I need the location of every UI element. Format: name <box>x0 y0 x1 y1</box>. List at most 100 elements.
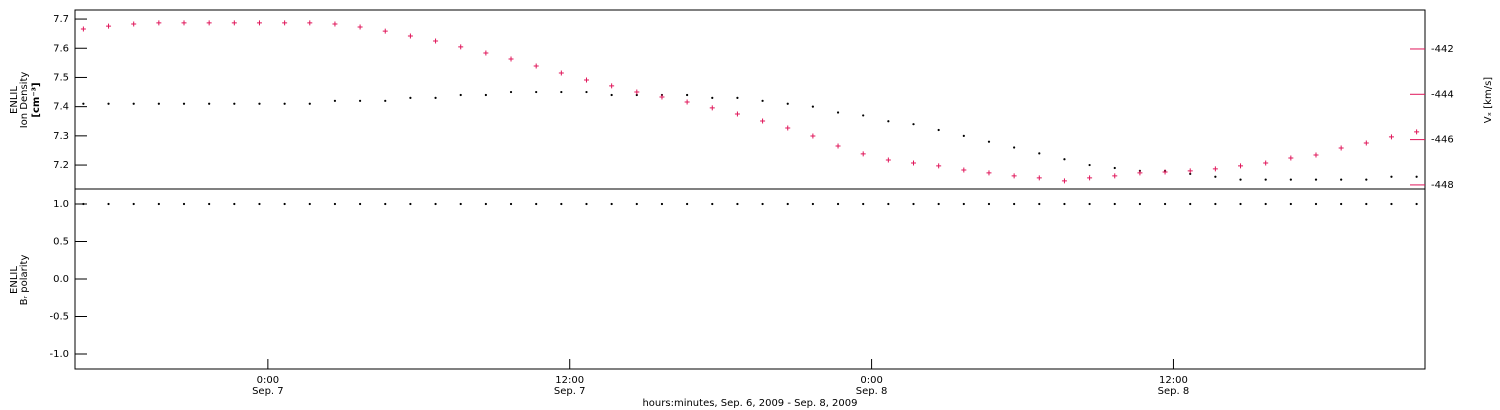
point <box>1162 169 1168 175</box>
point <box>585 202 588 206</box>
point <box>1390 175 1393 178</box>
point <box>1138 202 1142 206</box>
point <box>885 157 891 163</box>
y2-tick-label: -448 <box>1431 180 1454 191</box>
y-tick-label: 0.0 <box>53 274 69 285</box>
y-tick-label: 7.5 <box>53 72 69 83</box>
point <box>106 23 112 29</box>
point <box>307 20 313 26</box>
y2-tick-label: -442 <box>1431 44 1454 55</box>
point <box>961 167 967 173</box>
point <box>1239 202 1242 206</box>
point <box>1415 202 1418 206</box>
y-tick-label: 7.3 <box>53 131 69 142</box>
point <box>458 44 464 50</box>
point <box>585 90 588 94</box>
point <box>535 202 538 206</box>
point <box>1013 202 1016 206</box>
point <box>1036 175 1042 181</box>
point <box>1088 163 1091 167</box>
point <box>80 26 86 32</box>
point <box>332 21 338 27</box>
point <box>1189 172 1192 175</box>
point <box>1314 202 1318 206</box>
point <box>711 96 714 99</box>
point <box>484 202 487 206</box>
point <box>409 202 412 206</box>
point <box>711 202 714 206</box>
point <box>1163 202 1167 206</box>
point <box>635 202 638 206</box>
point <box>258 202 261 206</box>
point <box>1239 178 1242 181</box>
point <box>634 89 640 95</box>
y-tick-label: 7.7 <box>53 14 69 25</box>
point <box>509 202 513 206</box>
point <box>1214 175 1217 178</box>
point <box>1214 202 1217 206</box>
point <box>862 114 865 117</box>
y2-title: Vₓ [km/s] <box>1483 77 1494 123</box>
point <box>283 202 286 206</box>
point <box>836 111 840 114</box>
point <box>535 90 538 94</box>
y-title: Bᵣ polarity <box>19 255 30 306</box>
point <box>761 202 764 206</box>
point <box>1264 202 1267 206</box>
point <box>1340 202 1343 206</box>
y-title: [cm⁻³] <box>31 82 42 117</box>
point <box>132 202 135 206</box>
point <box>962 134 965 137</box>
point <box>409 96 412 99</box>
point <box>233 102 236 105</box>
point <box>736 202 739 206</box>
y-title: Ion Density <box>19 72 30 129</box>
point <box>484 93 487 97</box>
point <box>157 202 160 206</box>
point <box>736 96 739 99</box>
point <box>686 93 689 97</box>
x-tick-label: 12:00 <box>1159 375 1188 386</box>
point <box>1187 168 1193 174</box>
point <box>384 202 387 206</box>
point <box>508 56 514 62</box>
point <box>157 102 160 105</box>
point <box>660 202 664 206</box>
point <box>936 163 942 169</box>
point <box>82 102 85 105</box>
point <box>107 202 110 206</box>
y-tick-label: -1.0 <box>49 349 69 360</box>
point <box>132 102 135 105</box>
point <box>912 202 915 206</box>
point <box>610 202 613 206</box>
x-tick-label: 0:00 <box>257 375 279 386</box>
x-tick-label: 0:00 <box>860 375 882 386</box>
point <box>533 63 539 69</box>
point <box>333 99 337 102</box>
y2-tick-label: -446 <box>1431 135 1454 146</box>
point <box>1013 146 1016 149</box>
point <box>1365 178 1368 181</box>
point <box>434 96 437 99</box>
point <box>862 202 865 206</box>
point <box>434 202 437 206</box>
point <box>811 105 814 108</box>
point <box>734 111 740 117</box>
y-title: ENLIL <box>9 86 20 114</box>
point <box>1038 202 1041 206</box>
point <box>308 202 311 206</box>
y-title: ENLIL <box>9 266 20 294</box>
point <box>887 202 890 206</box>
point <box>686 202 689 206</box>
point <box>1365 202 1368 206</box>
point <box>1263 160 1269 166</box>
point <box>1288 155 1294 161</box>
point <box>786 102 789 105</box>
point <box>208 202 211 206</box>
point <box>1137 170 1143 176</box>
y-tick-label: 7.2 <box>53 160 69 171</box>
bottom-frame <box>74 188 1426 370</box>
point <box>258 102 261 105</box>
point <box>358 202 362 206</box>
y-tick-label: 0.5 <box>53 237 69 248</box>
